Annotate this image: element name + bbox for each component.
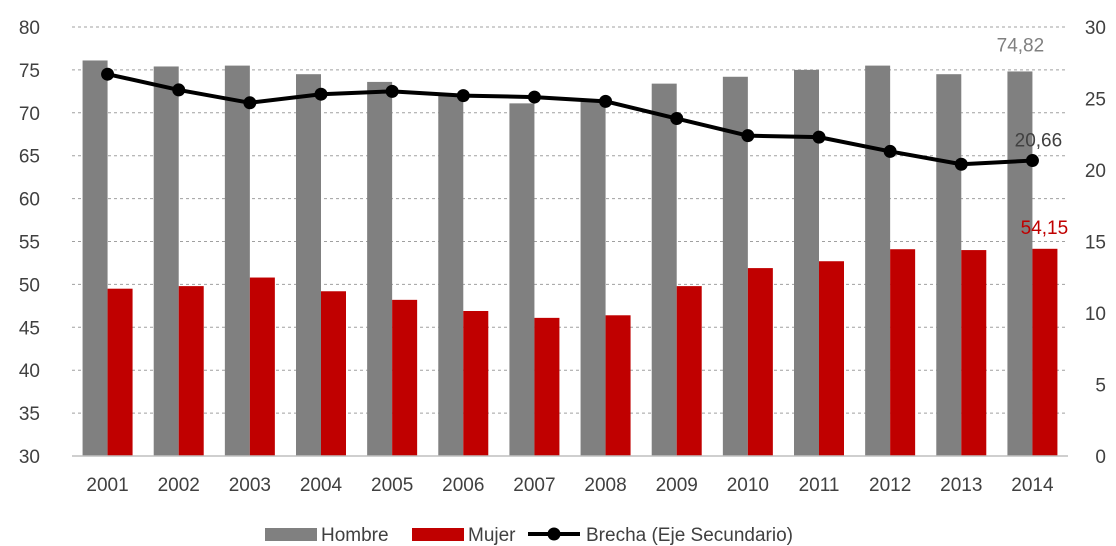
brecha-point-2011 xyxy=(812,130,826,144)
y-tick-label-left: 40 xyxy=(19,361,40,382)
axes: 30 35 40 45 50 55 60 65 70 75 80 0 5 10 15 20 25 30 2001 20… xyxy=(19,18,1106,496)
legend-marker-brecha xyxy=(547,527,561,541)
gridlines xyxy=(72,26,1068,414)
bar-mujer-2013 xyxy=(961,250,987,456)
x-tick-label: 2004 xyxy=(300,475,343,496)
bar-mujer-2002 xyxy=(178,286,204,456)
y-tick-label-left: 30 xyxy=(19,447,40,468)
x-tick-label: 2014 xyxy=(1011,475,1054,496)
bar-mujer-2012 xyxy=(890,249,916,456)
y-tick-label-right: 0 xyxy=(1095,447,1106,468)
brecha-point-2008 xyxy=(599,94,613,108)
brecha-line xyxy=(101,67,1039,171)
data-label-brecha: 20,66 xyxy=(1015,131,1063,152)
legend-label: Hombre xyxy=(321,525,389,546)
y-tick-label-left: 75 xyxy=(19,61,40,82)
x-tick-label: 2001 xyxy=(86,475,128,496)
bar-hombre-2009 xyxy=(651,83,677,457)
legend-label: Brecha (Eje Secundario) xyxy=(586,525,793,546)
brecha-point-2001 xyxy=(101,67,115,81)
brecha-point-2002 xyxy=(172,83,186,97)
bar-hombre-2007 xyxy=(509,103,535,456)
bars xyxy=(82,60,1058,457)
brecha-point-2006 xyxy=(456,89,470,103)
data-labels: 74,82 54,15 20,66 xyxy=(997,35,1069,238)
brecha-point-2013 xyxy=(954,157,968,171)
bar-hombre-2012 xyxy=(865,65,891,457)
brecha-line-path xyxy=(107,72,1033,167)
x-tick-label: 2003 xyxy=(229,475,271,496)
bar-mujer-2011 xyxy=(819,261,844,456)
data-label-mujer: 54,15 xyxy=(1021,218,1069,239)
y-tick-label-right: 10 xyxy=(1085,304,1106,325)
y-tick-label-right: 5 xyxy=(1095,376,1106,397)
y-tick-label-left: 80 xyxy=(19,18,40,39)
bar-hombre-2006 xyxy=(438,95,464,456)
bar-mujer-2003 xyxy=(249,277,275,456)
y-tick-label-right: 30 xyxy=(1085,18,1106,39)
bar-mujer-2005 xyxy=(392,299,418,456)
bar-mujer-2007 xyxy=(534,317,560,456)
bar-mujer-2004 xyxy=(321,291,346,456)
bar-hombre-2013 xyxy=(936,74,962,456)
bar-mujer-2001 xyxy=(107,288,133,456)
x-tick-label: 2006 xyxy=(442,475,484,496)
y-tick-label-left: 60 xyxy=(19,190,40,211)
bar-hombre-2001 xyxy=(82,60,108,456)
bar-hombre-2008 xyxy=(580,101,606,457)
bar-mujer-2014 xyxy=(1032,248,1058,456)
brecha-point-2004 xyxy=(314,87,328,101)
legend-swatch-hombre xyxy=(265,528,317,541)
bar-hombre-2004 xyxy=(296,74,321,456)
y-tick-label-left: 35 xyxy=(19,404,40,425)
x-tick-label: 2010 xyxy=(727,475,769,496)
bar-hombre-2003 xyxy=(224,65,250,457)
y-tick-label-left: 45 xyxy=(19,318,40,339)
brecha-point-2010 xyxy=(741,129,755,143)
brecha-point-2007 xyxy=(527,90,541,104)
brecha-point-2014 xyxy=(1025,154,1039,168)
legend-label: Mujer xyxy=(468,525,516,546)
bar-hombre-2002 xyxy=(153,66,179,456)
brecha-point-2009 xyxy=(670,112,684,126)
legend: Hombre Mujer Brecha (Eje Secundario) xyxy=(265,525,793,546)
brecha-point-2003 xyxy=(243,96,257,110)
data-label-hombre: 74,82 xyxy=(997,35,1045,56)
bar-mujer-2010 xyxy=(747,268,773,456)
x-tick-label: 2012 xyxy=(869,475,911,496)
y-tick-label-right: 25 xyxy=(1085,90,1106,111)
y-tick-label-left: 55 xyxy=(19,233,40,254)
bar-hombre-2011 xyxy=(794,69,819,457)
bar-mujer-2008 xyxy=(605,315,631,456)
x-tick-label: 2008 xyxy=(584,475,626,496)
bar-hombre-2014 xyxy=(1007,71,1033,456)
x-tick-label: 2013 xyxy=(940,475,982,496)
legend-swatch-mujer xyxy=(412,528,464,541)
y-tick-label-right: 20 xyxy=(1085,161,1106,182)
y-tick-label-left: 70 xyxy=(19,104,40,125)
y-tick-label-left: 50 xyxy=(19,275,40,296)
x-tick-label: 2009 xyxy=(656,475,698,496)
y-tick-label-right: 15 xyxy=(1085,233,1106,254)
x-tick-label: 2007 xyxy=(513,475,555,496)
brecha-point-2012 xyxy=(883,144,897,158)
x-tick-label: 2011 xyxy=(799,475,840,496)
brecha-point-2005 xyxy=(385,84,399,98)
y-tick-label-left: 65 xyxy=(19,147,40,168)
bar-hombre-2005 xyxy=(367,81,393,457)
x-tick-label: 2005 xyxy=(371,475,413,496)
x-tick-label: 2002 xyxy=(158,475,200,496)
bar-mujer-2006 xyxy=(463,310,489,456)
bar-mujer-2009 xyxy=(676,286,702,456)
